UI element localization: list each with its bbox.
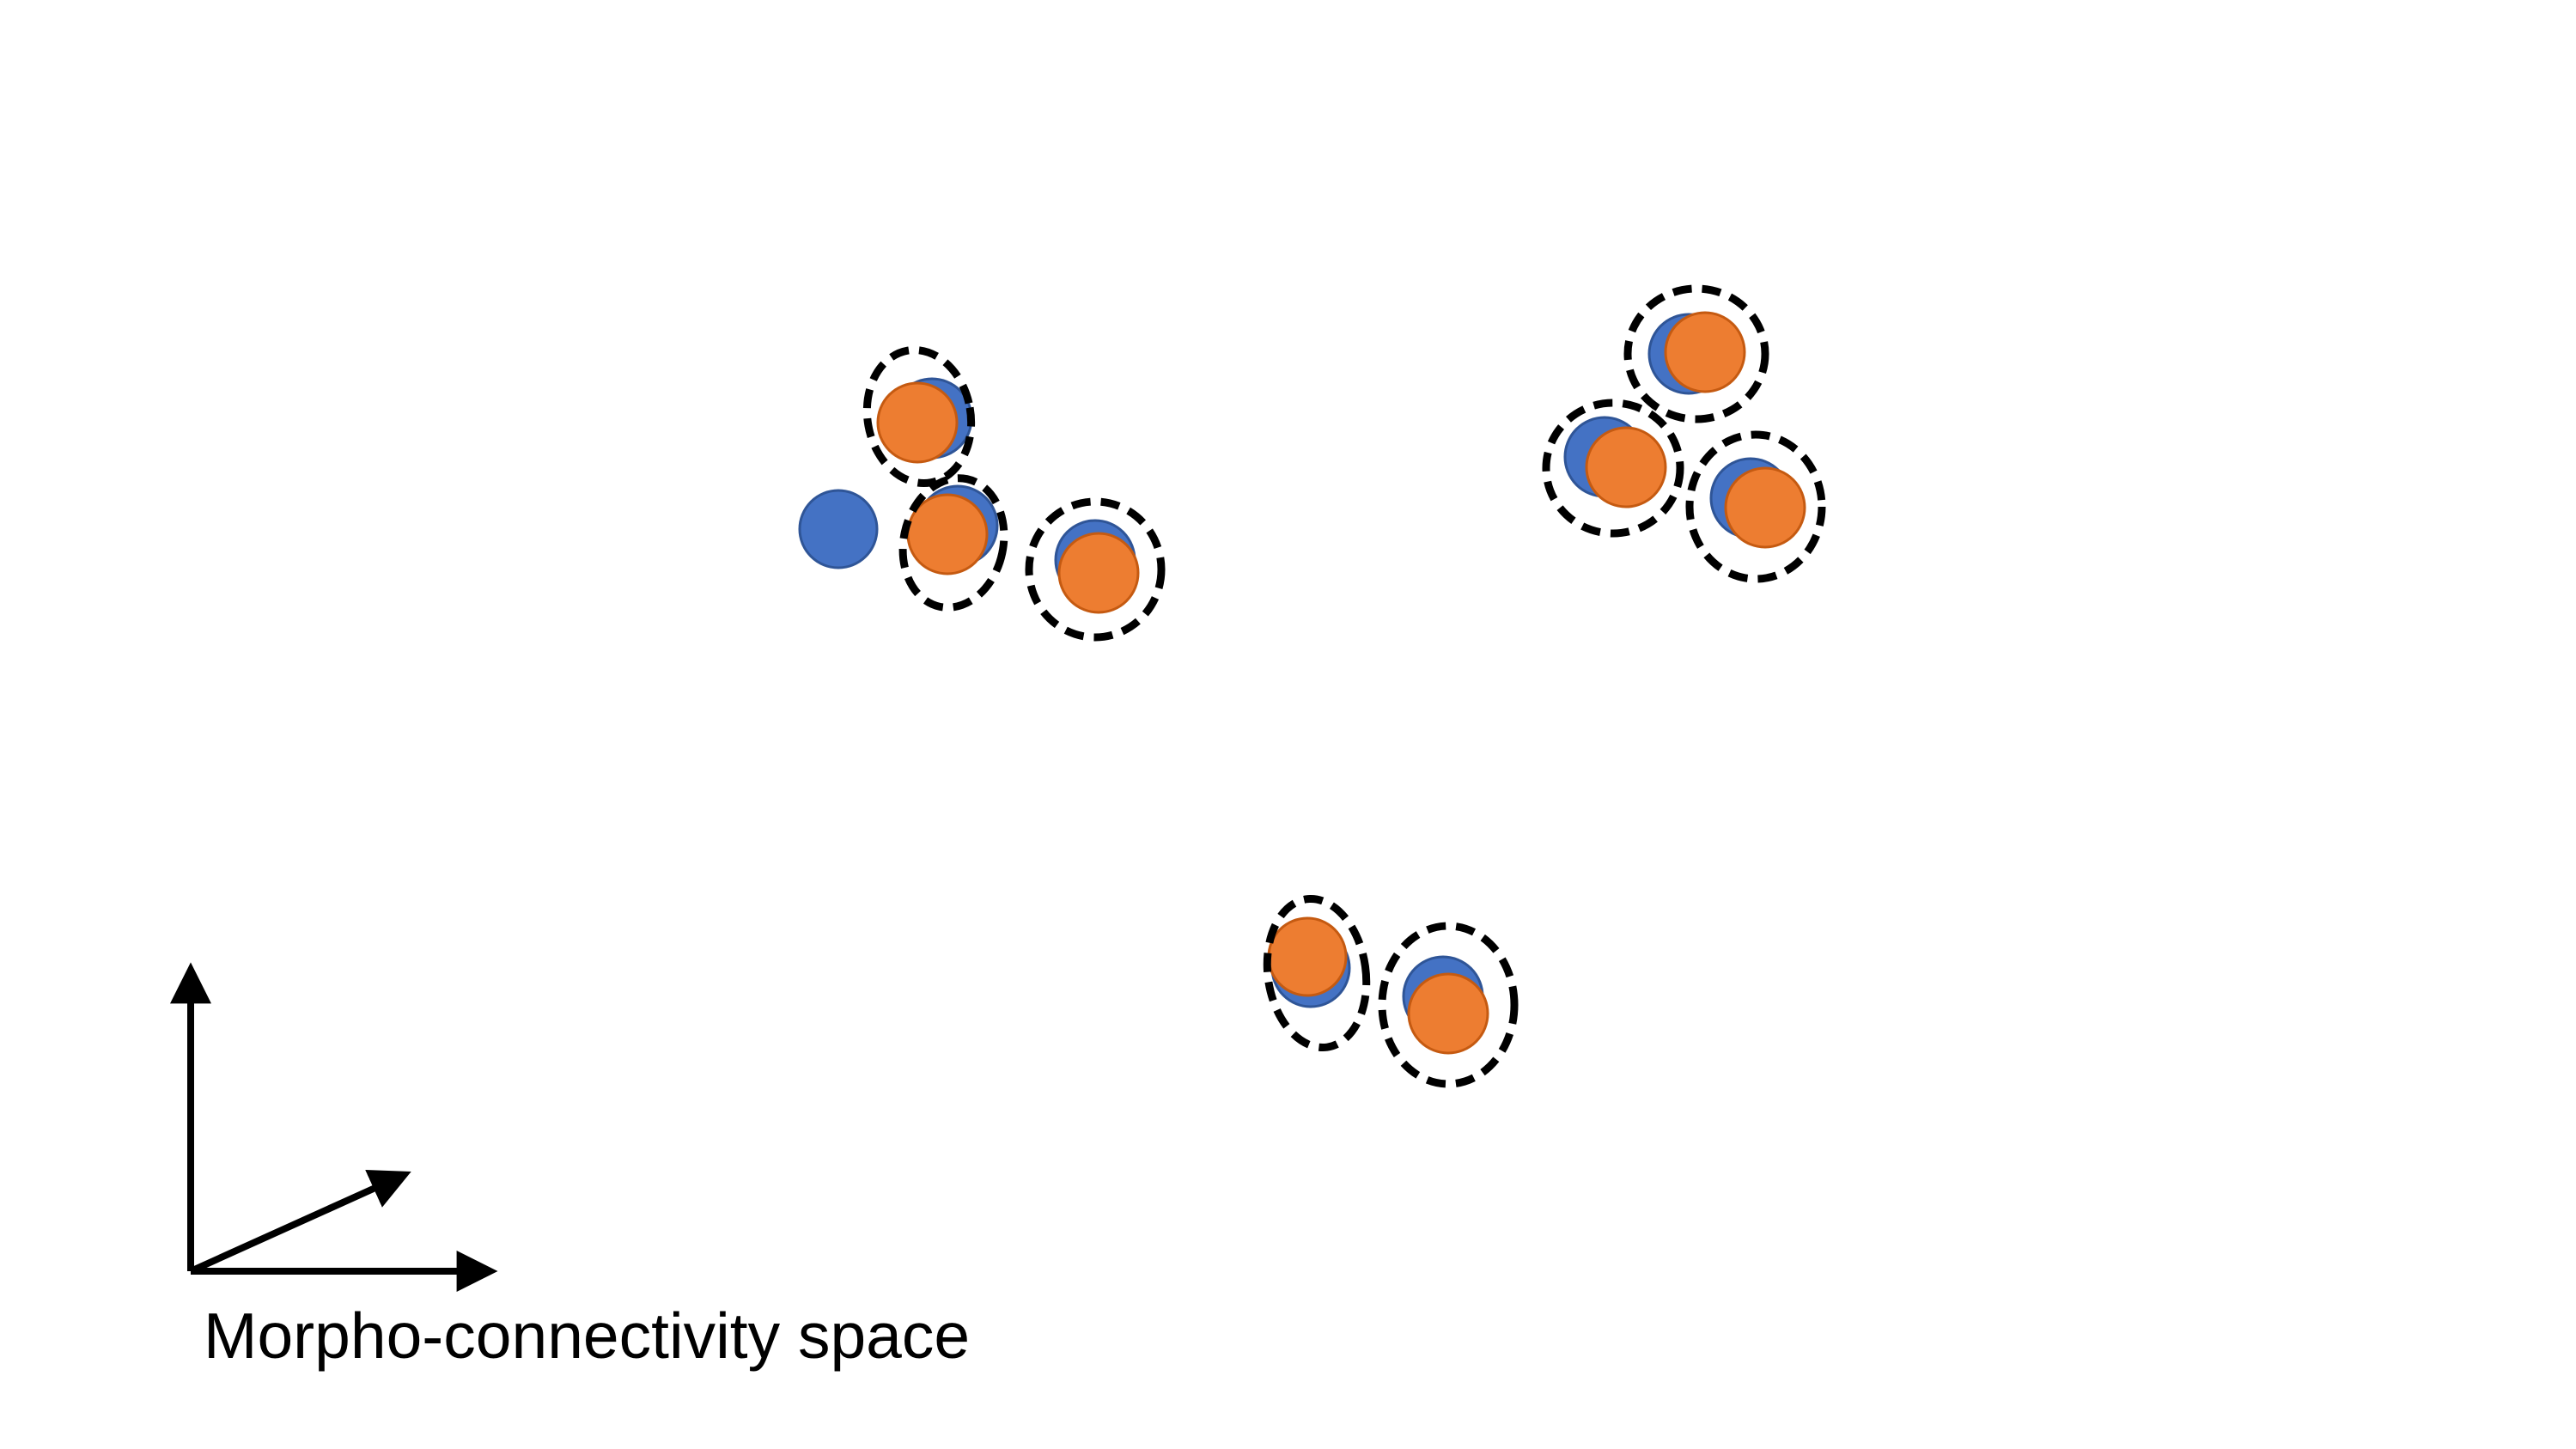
axes	[170, 962, 498, 1292]
matched-pair	[898, 474, 1008, 612]
matched-pair	[1263, 894, 1371, 1052]
orange-point	[876, 381, 959, 464]
matched-pair	[1378, 922, 1519, 1088]
match-outline	[1263, 894, 1371, 1052]
space-caption: Morpho-connectivity space	[204, 1300, 971, 1372]
unmatched-blue-point-group	[798, 489, 879, 569]
orange-point	[1724, 466, 1806, 549]
match-outline	[1378, 922, 1519, 1088]
matched-pair	[862, 345, 976, 488]
matched-pair	[1685, 430, 1826, 583]
orange-point	[1267, 916, 1348, 997]
orange-point	[1664, 311, 1746, 393]
match-outline	[898, 474, 1008, 612]
match-outline	[1025, 497, 1166, 642]
match-outline	[1685, 430, 1826, 583]
matched-pair	[1025, 497, 1166, 642]
blue-point	[798, 489, 879, 569]
orange-point	[1407, 972, 1489, 1055]
orange-point	[906, 493, 989, 575]
match-outline	[1542, 399, 1684, 538]
match-outline	[862, 345, 976, 488]
cluster-bottom	[1263, 894, 1519, 1088]
cluster-upper-left	[798, 345, 1166, 642]
z-axis	[189, 1169, 411, 1275]
cluster-upper-right	[1542, 284, 1826, 583]
match-outline	[1623, 284, 1769, 423]
matched-pair	[1542, 399, 1684, 538]
matched-pair	[1623, 284, 1769, 423]
orange-point	[1585, 426, 1667, 508]
orange-point	[1057, 532, 1140, 614]
